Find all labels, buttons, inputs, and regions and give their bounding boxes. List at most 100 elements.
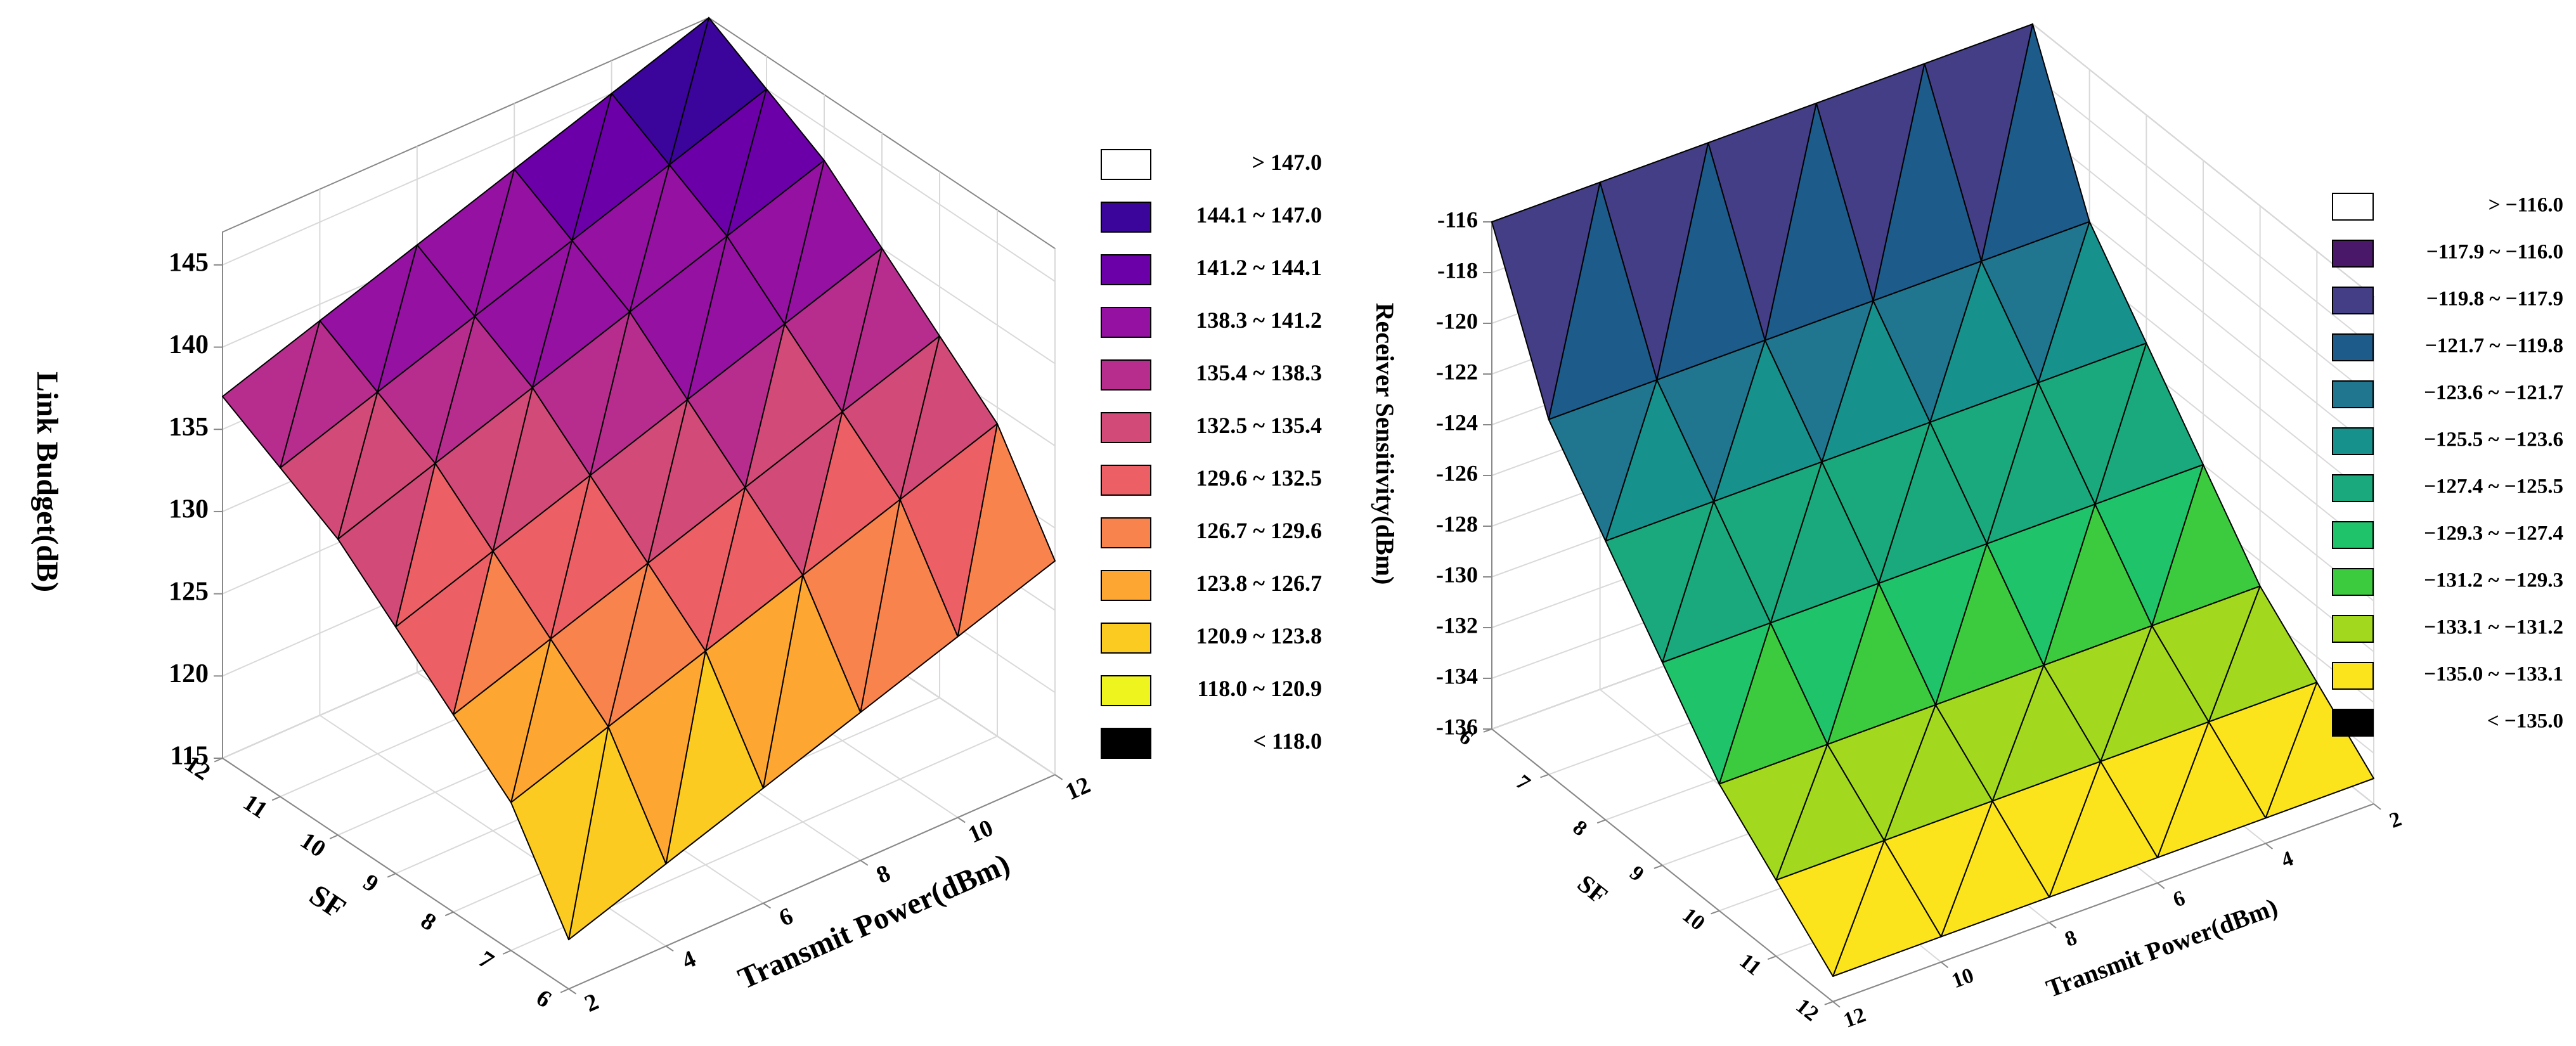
x-tick-label: 4 [678, 945, 699, 974]
y-tick-label: 9 [1625, 862, 1648, 887]
z-tick-label: -120 [1436, 308, 1478, 333]
tick-mark [502, 950, 512, 955]
y-tick-label: 6 [531, 985, 556, 1013]
legend-label: −135.0 ~ −133.1 [2424, 663, 2563, 686]
surface-facet [280, 391, 379, 540]
z-tick-label: -116 [1437, 207, 1478, 232]
surface-facet [337, 462, 436, 628]
legend-label: −133.1 ~ −131.2 [2424, 616, 2563, 639]
legend-swatch [2332, 380, 2374, 408]
y-tick-label: 7 [1511, 770, 1534, 796]
tick-mark [1940, 961, 1949, 969]
legend-swatch [2332, 333, 2374, 361]
legend-label: 132.5 ~ 135.4 [1196, 413, 1322, 438]
z-tick-label: -124 [1436, 410, 1478, 435]
x-tick-label: 8 [2062, 926, 2080, 952]
z-tick-label: 115 [170, 742, 209, 771]
legend-swatch [1101, 465, 1151, 496]
legend-swatch [2332, 521, 2374, 549]
surface-chart: -136 -134 -132 -130 -128 -126 -124 -122 -120 -118… [1371, 22, 2563, 1033]
surface-facet [1775, 839, 1885, 977]
z-tick-label: -134 [1436, 663, 1478, 688]
tick-mark [763, 902, 772, 909]
tick-mark [1824, 1001, 1834, 1005]
z-tick-label: -126 [1436, 460, 1478, 486]
tick-mark [387, 873, 396, 878]
tick-mark [444, 911, 454, 917]
x-tick-label: 4 [2278, 847, 2296, 873]
legend-label: 138.3 ~ 141.2 [1196, 307, 1322, 333]
z-tick-label: 120 [169, 659, 209, 688]
tick-mark [2265, 843, 2273, 849]
y-tick-label: 8 [1569, 816, 1591, 841]
x-tick-label: 12 [1841, 1003, 1869, 1032]
y-axis-title: SF [1572, 869, 1614, 910]
legend-label: −125.5 ~ −123.6 [2424, 429, 2563, 451]
y-tick-label: 11 [1735, 949, 1766, 980]
tick-mark [214, 758, 223, 763]
legend-label: −117.9 ~ −116.0 [2426, 241, 2563, 264]
tick-mark [2157, 882, 2165, 889]
x-tick-label: 6 [775, 903, 797, 932]
tick-mark [2373, 803, 2381, 810]
legend-label: 141.2 ~ 144.1 [1196, 255, 1322, 280]
axis-line [568, 774, 1056, 990]
z-tick-label: 140 [169, 330, 209, 359]
legend-label: 129.6 ~ 132.5 [1196, 465, 1322, 491]
surface-facet [1548, 379, 1658, 542]
surface-facet [1491, 181, 1601, 420]
y-tick-label: 12 [1792, 994, 1823, 1026]
tick-mark [2049, 922, 2057, 929]
legend-label: 144.1 ~ 147.0 [1196, 202, 1322, 228]
legend-swatch [1101, 359, 1151, 391]
tick-mark [1054, 774, 1063, 780]
x-tick-label: 2 [2386, 807, 2405, 833]
surface-facet [510, 726, 609, 941]
tick-mark [1767, 955, 1777, 960]
x-tick-label: 2 [581, 988, 602, 1017]
legend-swatch [2332, 568, 2374, 596]
legend-label: −127.4 ~ −125.5 [2424, 475, 2563, 498]
legend-swatch [2332, 615, 2374, 643]
surface-chart: 115120125130135140145246810126789101112T… [30, 16, 1322, 1017]
legend-label: > 147.0 [1252, 150, 1322, 175]
legend-swatch [1101, 675, 1151, 706]
y-tick-label: 10 [295, 827, 330, 863]
legend-swatch [2332, 427, 2374, 455]
legend-label: 135.4 ~ 138.3 [1196, 360, 1322, 385]
legend-label: −119.8 ~ −117.9 [2426, 288, 2563, 311]
tick-mark [665, 945, 674, 952]
tick-mark [568, 988, 577, 995]
tick-mark [560, 988, 569, 993]
legend-swatch [2332, 474, 2374, 502]
legend-swatch [1101, 412, 1151, 443]
legend-swatch [1101, 570, 1151, 601]
tick-mark [1483, 728, 1492, 733]
tick-mark [860, 860, 869, 866]
legend-label: 118.0 ~ 120.9 [1197, 676, 1322, 701]
z-tick-label: -122 [1436, 359, 1478, 384]
legend-label: −123.6 ~ −121.7 [2424, 382, 2563, 404]
legend-swatch [1101, 254, 1151, 285]
surface-facet [453, 638, 552, 803]
x-tick-label: 10 [964, 815, 997, 849]
legend-label: < −135.0 [2487, 710, 2563, 733]
x-tick-label: 10 [1949, 964, 1977, 993]
legend-swatch [1101, 728, 1151, 759]
legend-swatch [2332, 709, 2374, 737]
legend-swatch [2332, 240, 2374, 268]
legend-label: 120.9 ~ 123.8 [1196, 623, 1322, 649]
surface-facet [395, 550, 494, 716]
legend-label: −131.2 ~ −129.3 [2424, 569, 2563, 592]
legend-label: −129.3 ~ −127.4 [2424, 522, 2563, 545]
surface-facet [222, 320, 321, 468]
z-tick-label: -136 [1436, 714, 1478, 739]
y-tick-label: 11 [238, 789, 272, 824]
y-tick-label: 10 [1678, 903, 1709, 935]
legend-label: 123.8 ~ 126.7 [1196, 571, 1322, 596]
tick-mark [957, 817, 966, 823]
y-axis-title: SF [304, 878, 352, 926]
legend-swatch [1101, 517, 1151, 548]
